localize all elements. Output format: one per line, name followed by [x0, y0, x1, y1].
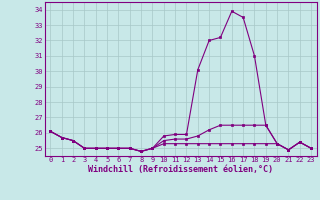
- X-axis label: Windchill (Refroidissement éolien,°C): Windchill (Refroidissement éolien,°C): [88, 165, 273, 174]
